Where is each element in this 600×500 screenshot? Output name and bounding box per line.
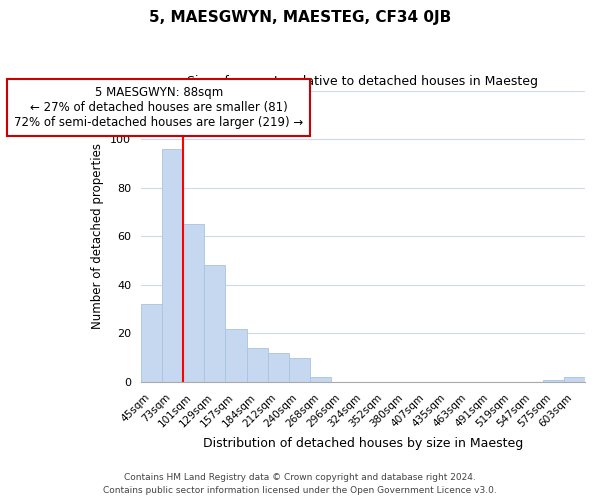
Bar	[183, 224, 204, 382]
Bar	[162, 149, 183, 382]
Bar	[310, 377, 331, 382]
Title: Size of property relative to detached houses in Maesteg: Size of property relative to detached ho…	[187, 75, 538, 88]
Y-axis label: Number of detached properties: Number of detached properties	[91, 144, 104, 330]
Text: 5 MAESGWYN: 88sqm
← 27% of detached houses are smaller (81)
72% of semi-detached: 5 MAESGWYN: 88sqm ← 27% of detached hous…	[14, 86, 304, 129]
Bar	[141, 304, 162, 382]
X-axis label: Distribution of detached houses by size in Maesteg: Distribution of detached houses by size …	[203, 437, 523, 450]
Bar	[204, 266, 226, 382]
Bar	[247, 348, 268, 382]
Bar	[226, 328, 247, 382]
Text: Contains HM Land Registry data © Crown copyright and database right 2024.
Contai: Contains HM Land Registry data © Crown c…	[103, 474, 497, 495]
Text: 5, MAESGWYN, MAESTEG, CF34 0JB: 5, MAESGWYN, MAESTEG, CF34 0JB	[149, 10, 451, 25]
Bar	[268, 353, 289, 382]
Bar	[564, 377, 585, 382]
Bar	[289, 358, 310, 382]
Bar	[542, 380, 564, 382]
